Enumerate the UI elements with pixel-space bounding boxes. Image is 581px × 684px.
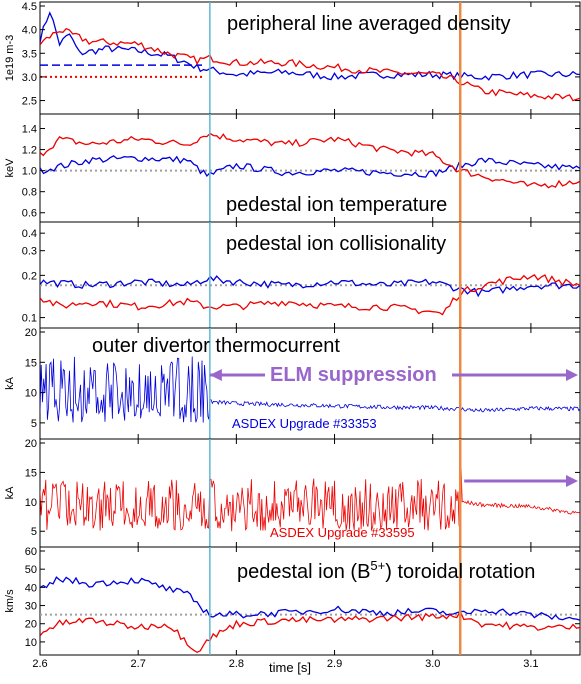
y-tick-label: 1.4	[22, 124, 37, 136]
series-line-blue	[40, 576, 580, 621]
x-axis-label: time [s]	[269, 660, 311, 675]
x-tick-label: 2.8	[229, 658, 244, 670]
panel-6-title-prefix: pedestal ion (B	[237, 561, 370, 583]
panel-plot-area	[40, 442, 580, 532]
x-tick-label: 3.0	[425, 658, 440, 670]
y-tick-label: 10	[25, 388, 37, 400]
panel-1: 2.5 3.0 3.5 4.0 4.5 1e19 m-3 peripheral line a…	[4, 1, 581, 115]
y-tick-label: 5	[31, 418, 37, 430]
y-tick-label: 1.0	[22, 166, 37, 178]
y-tick-label: 0.3	[22, 246, 37, 258]
y-tick-label: 0.6	[22, 208, 37, 220]
y-tick-label: 15	[25, 357, 37, 369]
y-tick-label: 3.5	[22, 48, 37, 60]
y-tick-label: 10	[25, 497, 37, 509]
panel-6-title-suffix: ) toroidal rotation	[385, 561, 535, 583]
panel-6-title-superscript: 5+	[370, 558, 385, 573]
y-tick-label: 1.2	[22, 145, 37, 157]
y-tick-label: 40	[25, 582, 37, 594]
elm-suppression-label: ELM suppression	[270, 364, 437, 386]
panel-2: 0.6 0.8 1.0 1.2 1.4 keV pedestal ion temperatu…	[4, 113, 581, 223]
panel-6: 10 20 30 40 50 60 2.6 2.7 2.8 2.9 3.0 3.1 km/s	[4, 546, 581, 670]
y-tick-label: 20	[25, 438, 37, 450]
panel-6-title: pedestal ion (B5+) toroidal rotation	[237, 558, 535, 583]
y-tick-label: 10	[25, 637, 37, 649]
y-tick-label: 5	[31, 526, 37, 538]
panel-plot-area	[40, 132, 580, 189]
panel-title: pedestal ion temperature	[226, 194, 447, 216]
annotations: outer divertor thermocurrent ELM suppres…	[92, 335, 578, 675]
y-axis-label: 1e19 m-3	[4, 35, 16, 81]
series-line-blue	[40, 275, 580, 298]
y-tick-label: 0.8	[22, 187, 37, 199]
x-tick-label: 2.6	[32, 658, 47, 670]
y-tick-label: 15	[25, 467, 37, 479]
y-tick-label: 20	[25, 619, 37, 631]
x-tick-label: 3.1	[523, 658, 538, 670]
series-line-blue	[40, 11, 580, 81]
panel-plot-area	[40, 274, 580, 316]
y-tick-label: 0.2	[22, 270, 37, 282]
y-tick-label: 20	[25, 327, 37, 339]
y-axis-label: kA	[4, 486, 16, 500]
x-tick-label: 2.7	[131, 658, 146, 670]
elm-arrow-lower-head	[566, 475, 578, 487]
panel-plot-area	[40, 11, 580, 102]
panel-frame	[39, 546, 581, 656]
series-line-red	[40, 442, 580, 532]
y-tick-label: 0.4	[22, 228, 37, 240]
y-tick-label: 4.5	[22, 1, 37, 13]
panel-title: peripheral line averaged density	[227, 13, 511, 35]
panel-plot-area	[40, 356, 580, 423]
y-axis-label: keV	[4, 158, 16, 178]
panel-title: pedestal ion collisionality	[226, 233, 446, 255]
y-axis-label: kA	[4, 376, 16, 390]
panel-plot-area	[40, 576, 580, 654]
y-axis-label: km/s	[4, 589, 16, 613]
y-tick-label: 2.5	[22, 96, 37, 108]
shot-label-red: ASDEX Upgrade #33595	[270, 525, 415, 540]
y-tick-label: 60	[25, 546, 37, 558]
series-line-red	[40, 609, 580, 654]
series-line-blue	[40, 155, 580, 178]
elm-arrow-right-head	[566, 369, 578, 381]
y-tick-label: 3.0	[22, 72, 37, 84]
panels: 2.5 3.0 3.5 4.0 4.5 1e19 m-3 peripheral line a…	[4, 1, 581, 670]
series-line-red	[40, 132, 580, 189]
elm-arrow-left-head	[209, 369, 222, 381]
panel-4-title: outer divertor thermocurrent	[92, 335, 340, 357]
x-tick-label: 2.9	[327, 658, 342, 670]
series-line-red	[40, 274, 580, 316]
panel-3: 0.1 0.2 0.3 0.4 pedestal ion collisionality	[22, 221, 581, 329]
y-tick-label: 4.0	[22, 25, 37, 37]
y-tick-label: 0.1	[22, 313, 37, 325]
shot-label-blue: ASDEX Upgrade #33353	[232, 416, 377, 431]
panel-5: 5 10 15 20 kA	[4, 438, 581, 548]
series-line-red	[40, 27, 580, 102]
y-tick-label: 30	[25, 601, 37, 613]
series-line-blue	[40, 356, 580, 423]
y-tick-label: 50	[25, 564, 37, 576]
